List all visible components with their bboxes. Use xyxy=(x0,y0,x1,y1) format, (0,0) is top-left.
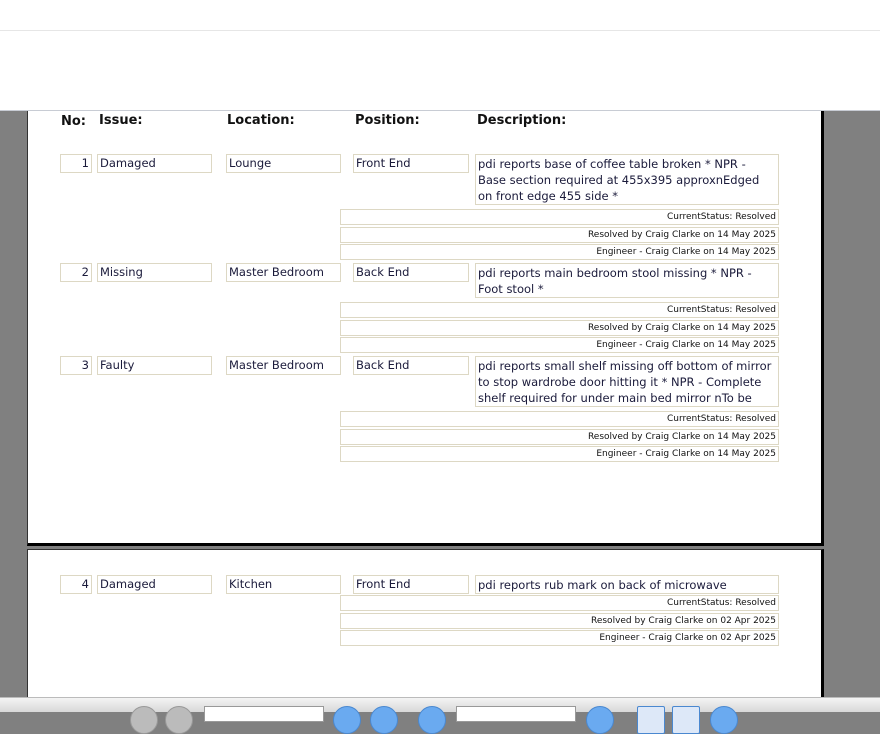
issue-type-field: Damaged xyxy=(97,575,212,594)
location-field: Master Bedroom xyxy=(226,356,341,375)
description-field: pdi reports small shelf missing off bott… xyxy=(475,356,779,407)
description-field: pdi reports main bedroom stool missing *… xyxy=(475,263,779,298)
position-field: Front End xyxy=(353,575,469,594)
location-field: Kitchen xyxy=(226,575,341,594)
resolved-by-field: Resolved by Craig Clarke on 14 May 2025 xyxy=(340,320,779,336)
page-select[interactable] xyxy=(204,706,324,722)
refresh-button[interactable] xyxy=(418,706,446,734)
status-field: CurrentStatus: Resolved xyxy=(340,411,779,427)
export-icon[interactable] xyxy=(672,706,700,734)
issue-number-field: 3 xyxy=(60,356,92,375)
resolved-by-field: Resolved by Craig Clarke on 14 May 2025 xyxy=(340,429,779,445)
viewer-toolbar xyxy=(0,697,880,734)
position-field: Back End xyxy=(353,263,469,282)
resolved-by-field: Resolved by Craig Clarke on 02 Apr 2025 xyxy=(340,613,779,629)
first-page-button[interactable] xyxy=(130,706,158,734)
status-field: CurrentStatus: Resolved xyxy=(340,595,779,611)
help-button[interactable] xyxy=(710,706,738,734)
header-location: Location: xyxy=(227,113,295,128)
header-issue: Issue: xyxy=(99,113,143,128)
location-field: Lounge xyxy=(226,154,341,173)
position-field: Front End xyxy=(353,154,469,173)
status-field: CurrentStatus: Resolved xyxy=(340,302,779,318)
description-field: pdi reports base of coffee table broken … xyxy=(475,154,779,205)
zoom-select[interactable] xyxy=(456,706,576,722)
engineer-field: Engineer - Craig Clarke on 14 May 2025 xyxy=(340,244,779,260)
issue-number-field: 2 xyxy=(60,263,92,282)
engineer-field: Engineer - Craig Clarke on 14 May 2025 xyxy=(340,337,779,353)
header-no: No: xyxy=(61,114,87,129)
resolved-by-field: Resolved by Craig Clarke on 14 May 2025 xyxy=(340,227,779,243)
issue-type-field: Missing xyxy=(97,263,212,282)
zoom-button[interactable] xyxy=(586,706,614,734)
top-panel xyxy=(0,0,880,111)
issue-number-field: 4 xyxy=(60,575,92,594)
issue-type-field: Faulty xyxy=(97,356,212,375)
engineer-field: Engineer - Craig Clarke on 14 May 2025 xyxy=(340,446,779,462)
location-field: Master Bedroom xyxy=(226,263,341,282)
report-page-1: No: Issue: Location: Position: Descripti… xyxy=(27,111,824,546)
issue-number-field: 1 xyxy=(60,154,92,173)
engineer-field: Engineer - Craig Clarke on 02 Apr 2025 xyxy=(340,630,779,646)
next-page-button[interactable] xyxy=(333,706,361,734)
status-field: CurrentStatus: Resolved xyxy=(340,209,779,225)
issue-type-field: Damaged xyxy=(97,154,212,173)
position-field: Back End xyxy=(353,356,469,375)
header-position: Position: xyxy=(355,113,420,128)
header-description: Description: xyxy=(477,113,567,128)
print-icon[interactable] xyxy=(637,706,665,734)
divider xyxy=(0,30,880,31)
last-page-button[interactable] xyxy=(370,706,398,734)
previous-page-button[interactable] xyxy=(165,706,193,734)
description-field: pdi reports rub mark on back of microwav… xyxy=(475,575,779,594)
